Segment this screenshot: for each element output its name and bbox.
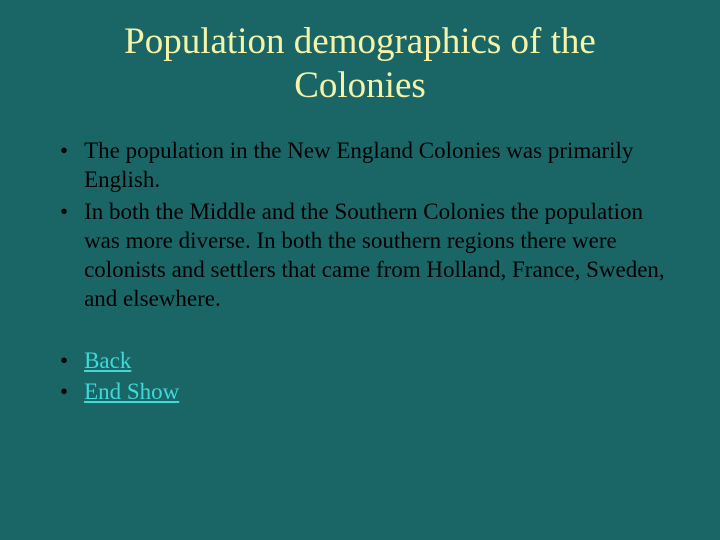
bullet-text: The population in the New England Coloni…	[84, 137, 680, 195]
bullet-marker-icon: •	[60, 376, 68, 407]
slide-title: Population demographics of the Colonies	[40, 20, 680, 109]
slide-container: Population demographics of the Colonies …	[0, 0, 720, 540]
end-show-link[interactable]: End Show	[84, 376, 179, 407]
slide-content: • The population in the New England Colo…	[40, 137, 680, 408]
spacer	[60, 317, 680, 345]
link-item: • End Show	[60, 376, 680, 407]
bullet-item: • In both the Middle and the Southern Co…	[60, 198, 680, 313]
bullet-marker-icon: •	[60, 345, 68, 376]
back-link[interactable]: Back	[84, 345, 131, 376]
bullet-marker-icon: •	[60, 198, 68, 227]
link-item: • Back	[60, 345, 680, 376]
bullet-marker-icon: •	[60, 137, 68, 166]
bullet-item: • The population in the New England Colo…	[60, 137, 680, 195]
bullet-text: In both the Middle and the Southern Colo…	[84, 198, 680, 313]
